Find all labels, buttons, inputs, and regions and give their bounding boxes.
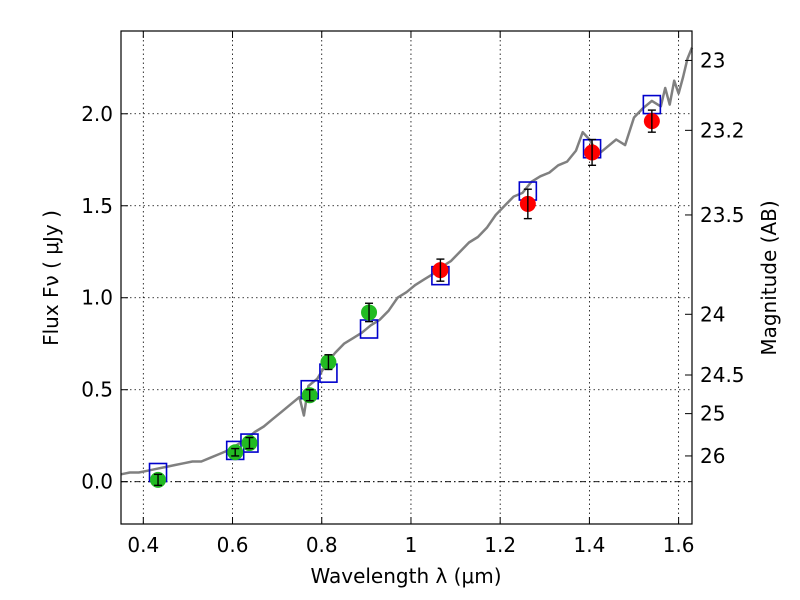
x-tick-label: 0.4 <box>127 533 159 557</box>
y-tick-label: 0.5 <box>81 378 113 402</box>
y2-axis-label: Magnitude (AB) <box>757 200 781 355</box>
x-tick-label: 1.4 <box>573 533 605 557</box>
plot-frame <box>120 30 693 525</box>
y2-tick-label: 23.2 <box>700 118 745 142</box>
y-tick-label: 1.5 <box>81 194 113 218</box>
y-tick-label: 2.0 <box>81 102 113 126</box>
spectrum-line <box>120 47 694 476</box>
x-tick-label: 1.2 <box>484 533 516 557</box>
y2-tick-label: 26 <box>700 444 725 468</box>
x-axis-label: Wavelength λ (μm) <box>310 564 501 588</box>
y2-tick-label: 24 <box>700 302 725 326</box>
model-box <box>240 433 259 453</box>
x-tick-label: 0.8 <box>306 533 338 557</box>
y-tick-label: 1.0 <box>81 286 113 310</box>
x-tick-label: 1.6 <box>663 533 695 557</box>
spectrum <box>120 47 694 476</box>
y-axis-label: Flux Fν ( μJy ) <box>39 210 63 346</box>
y2-tick-label: 25 <box>700 402 725 426</box>
model-boxes <box>148 94 662 483</box>
data-points <box>150 109 660 488</box>
axis-ticks: 0.4 0.6 0.8 1 1.2 1.4 1.6 0.0 0.5 1.0 1.5 2.0 23 23.2… <box>81 31 745 557</box>
y2-tick-label: 23.5 <box>700 203 745 227</box>
y-tick-label: 0.0 <box>81 470 113 494</box>
x-tick-label: 1 <box>405 533 418 557</box>
y2-tick-label: 23 <box>700 48 725 72</box>
y2-tick-label: 24.5 <box>700 363 745 387</box>
grid <box>121 31 692 524</box>
x-tick-label: 0.6 <box>217 533 249 557</box>
